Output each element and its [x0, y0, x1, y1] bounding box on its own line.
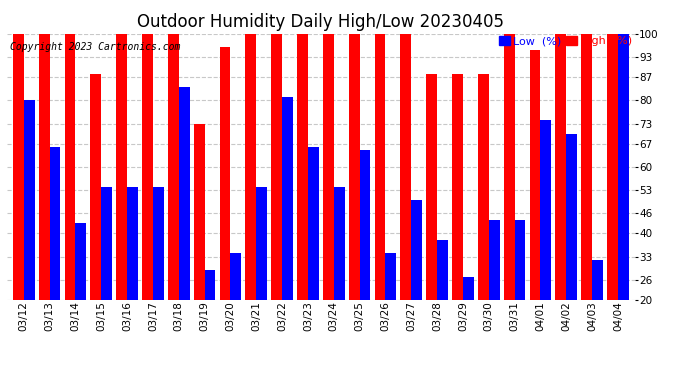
Bar — [504, 34, 515, 300]
Bar — [142, 34, 153, 300]
Bar — [297, 34, 308, 300]
Bar — [607, 34, 618, 300]
Bar — [530, 50, 540, 300]
Bar — [219, 47, 230, 300]
Bar — [90, 74, 101, 300]
Bar — [359, 150, 371, 300]
Legend: Low  (%), High  (%): Low (%), High (%) — [497, 35, 633, 48]
Bar — [179, 87, 190, 300]
Bar — [101, 187, 112, 300]
Bar — [282, 97, 293, 300]
Bar — [230, 254, 241, 300]
Bar — [581, 34, 592, 300]
Bar — [23, 100, 34, 300]
Bar — [65, 34, 75, 300]
Bar — [271, 34, 282, 300]
Bar — [323, 34, 334, 300]
Bar — [437, 240, 448, 300]
Bar — [75, 224, 86, 300]
Bar — [116, 34, 127, 300]
Bar — [478, 74, 489, 300]
Bar — [555, 34, 566, 300]
Bar — [50, 147, 61, 300]
Bar — [246, 34, 256, 300]
Bar — [566, 134, 577, 300]
Bar — [127, 187, 138, 300]
Bar — [348, 34, 359, 300]
Title: Outdoor Humidity Daily High/Low 20230405: Outdoor Humidity Daily High/Low 20230405 — [137, 13, 504, 31]
Bar — [489, 220, 500, 300]
Bar — [463, 277, 474, 300]
Bar — [400, 34, 411, 300]
Bar — [515, 220, 526, 300]
Bar — [153, 187, 164, 300]
Bar — [168, 34, 179, 300]
Bar — [39, 34, 50, 300]
Bar — [13, 34, 23, 300]
Bar — [386, 254, 396, 300]
Bar — [592, 260, 603, 300]
Bar — [540, 120, 551, 300]
Bar — [618, 34, 629, 300]
Bar — [194, 124, 204, 300]
Bar — [204, 270, 215, 300]
Text: Copyright 2023 Cartronics.com: Copyright 2023 Cartronics.com — [10, 42, 180, 52]
Bar — [375, 34, 386, 300]
Bar — [334, 187, 344, 300]
Bar — [256, 187, 267, 300]
Bar — [411, 200, 422, 300]
Bar — [426, 74, 437, 300]
Bar — [308, 147, 319, 300]
Bar — [452, 74, 463, 300]
